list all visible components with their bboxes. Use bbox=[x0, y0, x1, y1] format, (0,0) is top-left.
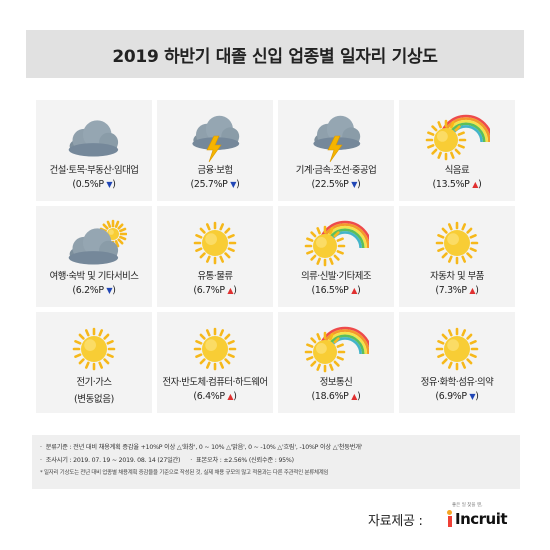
sun-icon bbox=[36, 318, 152, 376]
sun-icon bbox=[399, 318, 515, 376]
down-arrow-icon: ▼ bbox=[469, 392, 476, 401]
change-value: (18.6%P bbox=[311, 391, 349, 402]
industry-change: (6.7%P ▲) bbox=[193, 285, 237, 296]
industry-cell: 정보통신 (18.6%P ▲) bbox=[278, 312, 394, 413]
logo-mark-icon bbox=[446, 510, 454, 528]
up-arrow-icon: ▲ bbox=[469, 286, 476, 295]
industry-cell: 전기·가스 (변동없음) bbox=[36, 312, 152, 413]
industry-name: 건설·토목·부동산·임대업 bbox=[49, 165, 139, 176]
thunder-cloud-icon bbox=[278, 106, 394, 164]
up-arrow-icon: ▲ bbox=[351, 392, 358, 401]
change-value: (6.9%P bbox=[435, 391, 467, 402]
industry-name: 전기·가스 bbox=[76, 377, 112, 388]
rainbow-sun-icon bbox=[278, 318, 394, 376]
source-label: 자료제공 : bbox=[368, 514, 423, 529]
industry-cell: 여행·숙박 및 기타서비스 (6.2%P ▼) bbox=[36, 206, 152, 307]
up-arrow-icon: ▲ bbox=[351, 286, 358, 295]
industry-change: (18.6%P ▲) bbox=[311, 391, 361, 402]
industry-change: (변동없음) bbox=[36, 391, 152, 405]
page-title: 2019 하반기 대졸 신입 업종별 일자리 기상도 bbox=[112, 46, 438, 67]
down-arrow-icon: ▼ bbox=[351, 180, 358, 189]
change-value: (7.3%P bbox=[435, 285, 467, 296]
rainbow-sun-icon bbox=[278, 212, 394, 270]
sun-icon bbox=[399, 212, 515, 270]
sun-icon bbox=[157, 212, 273, 270]
industry-name: 금융·보험 bbox=[197, 165, 233, 176]
note-criteria: · 분류기준 : 전년 대비 채용계획 증감율 +10%P 이상 △'화창', 0… bbox=[40, 444, 363, 451]
thunder-cloud-icon bbox=[157, 106, 273, 164]
industry-name: 자동차 및 부품 bbox=[430, 271, 484, 282]
note-period: · 조사시기 : 2019. 07. 19 ~ 2019. 08. 14 (27일… bbox=[40, 457, 294, 464]
industry-name: 기계·금속·조선·중공업 bbox=[295, 165, 377, 176]
industry-cell: 자동차 및 부품 (7.3%P ▲) bbox=[399, 206, 515, 307]
change-value: (6.4%P bbox=[193, 391, 225, 402]
incruit-logo: Incruit bbox=[446, 510, 508, 528]
title-bar: 2019 하반기 대졸 신입 업종별 일자리 기상도 bbox=[26, 30, 524, 78]
down-arrow-icon: ▼ bbox=[230, 180, 237, 189]
industry-change: (22.5%P ▼) bbox=[311, 179, 361, 190]
notes-box: · 분류기준 : 전년 대비 채용계획 증감율 +10%P 이상 △'화창', 0… bbox=[32, 435, 520, 489]
industry-name: 유통·물류 bbox=[197, 271, 233, 282]
change-value: (13.5%P bbox=[432, 179, 470, 190]
industry-cell: 전자·반도체·컴퓨터·하드웨어 (6.4%P ▲) bbox=[157, 312, 273, 413]
cloud-sun-icon bbox=[36, 212, 152, 270]
industry-cell: 의류·신발·기타제조 (16.5%P ▲) bbox=[278, 206, 394, 307]
note-disclaimer: * 일자리 기상도는 전년 대비 업종별 채용계획 증감율을 기준으로 작성된 … bbox=[40, 470, 329, 476]
down-arrow-icon: ▼ bbox=[106, 180, 113, 189]
industry-change: (0.5%P ▼) bbox=[72, 179, 116, 190]
industry-name: 식음료 bbox=[444, 165, 470, 176]
industry-change: (6.2%P ▼) bbox=[72, 285, 116, 296]
industry-name: 정보통신 bbox=[319, 377, 353, 388]
sun-icon bbox=[157, 318, 273, 376]
industry-change: (16.5%P ▲) bbox=[311, 285, 361, 296]
up-arrow-icon: ▲ bbox=[227, 286, 234, 295]
industry-cell: 건설·토목·부동산·임대업 (0.5%P ▼) bbox=[36, 100, 152, 201]
change-value: (0.5%P bbox=[72, 179, 104, 190]
up-arrow-icon: ▲ bbox=[227, 392, 234, 401]
industry-change: (6.4%P ▲) bbox=[193, 391, 237, 402]
change-value: (변동없음) bbox=[73, 394, 114, 405]
industry-change: (7.3%P ▲) bbox=[435, 285, 479, 296]
down-arrow-icon: ▼ bbox=[106, 286, 113, 295]
industry-name: 의류·신발·기타제조 bbox=[301, 271, 371, 282]
industry-grid: 건설·토목·부동산·임대업 (0.5%P ▼) 금융·보험 (25.7%P ▼) 기… bbox=[36, 100, 516, 413]
industry-cell: 식음료 (13.5%P ▲) bbox=[399, 100, 515, 201]
industry-change: (25.7%P ▼) bbox=[190, 179, 240, 190]
logo-tagline: 좋은 일 찾을 땐, bbox=[452, 503, 483, 508]
industry-cell: 금융·보험 (25.7%P ▼) bbox=[157, 100, 273, 201]
up-arrow-icon: ▲ bbox=[472, 180, 479, 189]
cloud-icon bbox=[36, 106, 152, 164]
change-value: (22.5%P bbox=[311, 179, 349, 190]
change-value: (6.7%P bbox=[193, 285, 225, 296]
rainbow-sun-icon bbox=[399, 106, 515, 164]
logo-text: Incruit bbox=[455, 510, 508, 528]
change-value: (25.7%P bbox=[190, 179, 228, 190]
industry-name: 여행·숙박 및 기타서비스 bbox=[49, 271, 139, 282]
industry-cell: 유통·물류 (6.7%P ▲) bbox=[157, 206, 273, 307]
change-value: (6.2%P bbox=[72, 285, 104, 296]
industry-name: 정유·화학·섬유·의약 bbox=[420, 377, 494, 388]
industry-name: 전자·반도체·컴퓨터·하드웨어 bbox=[162, 377, 268, 388]
industry-cell: 정유·화학·섬유·의약 (6.9%P ▼) bbox=[399, 312, 515, 413]
industry-change: (6.9%P ▼) bbox=[435, 391, 479, 402]
industry-change: (13.5%P ▲) bbox=[432, 179, 482, 190]
industry-cell: 기계·금속·조선·중공업 (22.5%P ▼) bbox=[278, 100, 394, 201]
change-value: (16.5%P bbox=[311, 285, 349, 296]
